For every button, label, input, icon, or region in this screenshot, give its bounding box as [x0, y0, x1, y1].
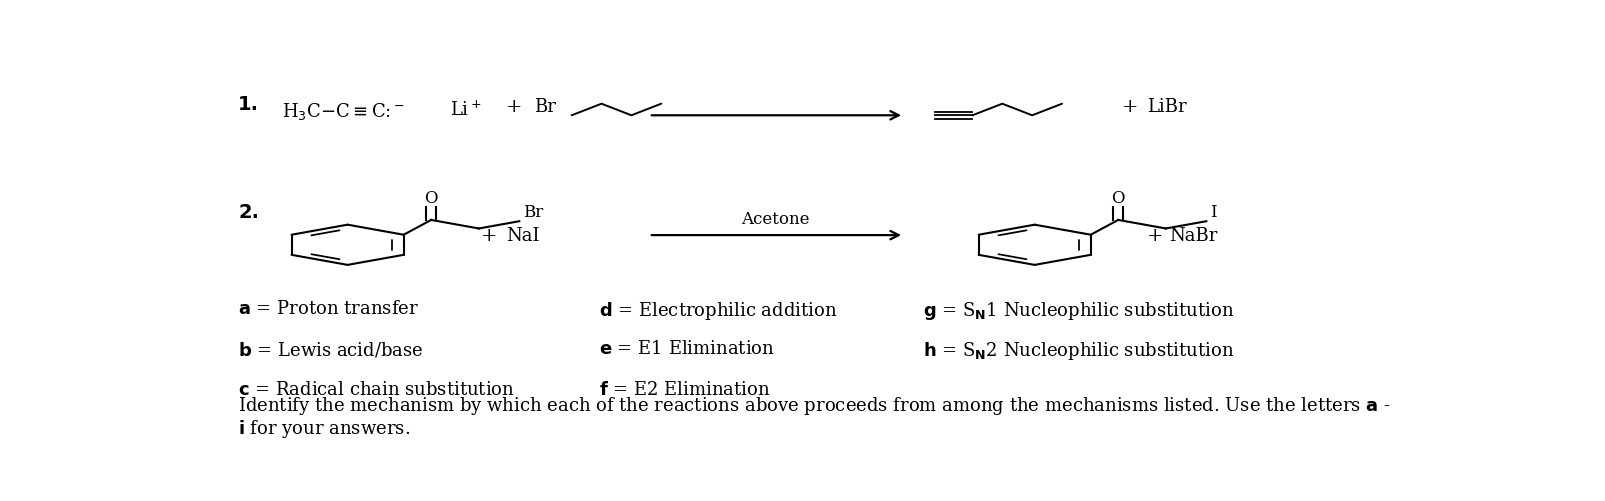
- Text: I: I: [1209, 203, 1217, 220]
- Text: Br: Br: [523, 203, 542, 220]
- Text: O: O: [1111, 189, 1123, 206]
- Text: +: +: [480, 226, 498, 244]
- Text: $\mathbf{i}$ for your answers.: $\mathbf{i}$ for your answers.: [238, 417, 409, 439]
- Text: Br: Br: [534, 97, 555, 115]
- Text: LiBr: LiBr: [1146, 97, 1186, 115]
- Text: Acetone: Acetone: [742, 211, 809, 228]
- Text: $\mathbf{b}$ = Lewis acid/base: $\mathbf{b}$ = Lewis acid/base: [238, 340, 424, 359]
- Text: $\mathbf{f}$ = E2 Elimination: $\mathbf{f}$ = E2 Elimination: [599, 380, 770, 398]
- Text: $\mathbf{g}$ = S$_\mathbf{N}$1 Nucleophilic substitution: $\mathbf{g}$ = S$_\mathbf{N}$1 Nucleophi…: [921, 299, 1233, 321]
- Text: +: +: [1122, 97, 1138, 115]
- Text: NaI: NaI: [506, 226, 539, 244]
- Text: O: O: [424, 189, 438, 206]
- Text: 1.: 1.: [238, 95, 258, 114]
- Text: $\mathbf{h}$ = S$_\mathbf{N}$2 Nucleophilic substitution: $\mathbf{h}$ = S$_\mathbf{N}$2 Nucleophi…: [921, 340, 1233, 362]
- Text: +: +: [506, 97, 522, 115]
- Text: H$_3$C$-$C$\equiv$C:$^-$: H$_3$C$-$C$\equiv$C:$^-$: [281, 101, 404, 122]
- Text: Li$^+$: Li$^+$: [449, 101, 482, 120]
- Text: $\mathbf{c}$ = Radical chain substitution: $\mathbf{c}$ = Radical chain substitutio…: [238, 380, 515, 398]
- Text: $\mathbf{a}$ = Proton transfer: $\mathbf{a}$ = Proton transfer: [238, 299, 419, 317]
- Text: NaBr: NaBr: [1168, 226, 1217, 244]
- Text: $\mathbf{e}$ = E1 Elimination: $\mathbf{e}$ = E1 Elimination: [599, 340, 775, 358]
- Text: Identify the mechanism by which each of the reactions above proceeds from among : Identify the mechanism by which each of …: [238, 394, 1390, 416]
- Text: $\mathbf{d}$ = Electrophilic addition: $\mathbf{d}$ = Electrophilic addition: [599, 299, 836, 321]
- Text: 2.: 2.: [238, 203, 258, 222]
- Text: +: +: [1146, 226, 1162, 244]
